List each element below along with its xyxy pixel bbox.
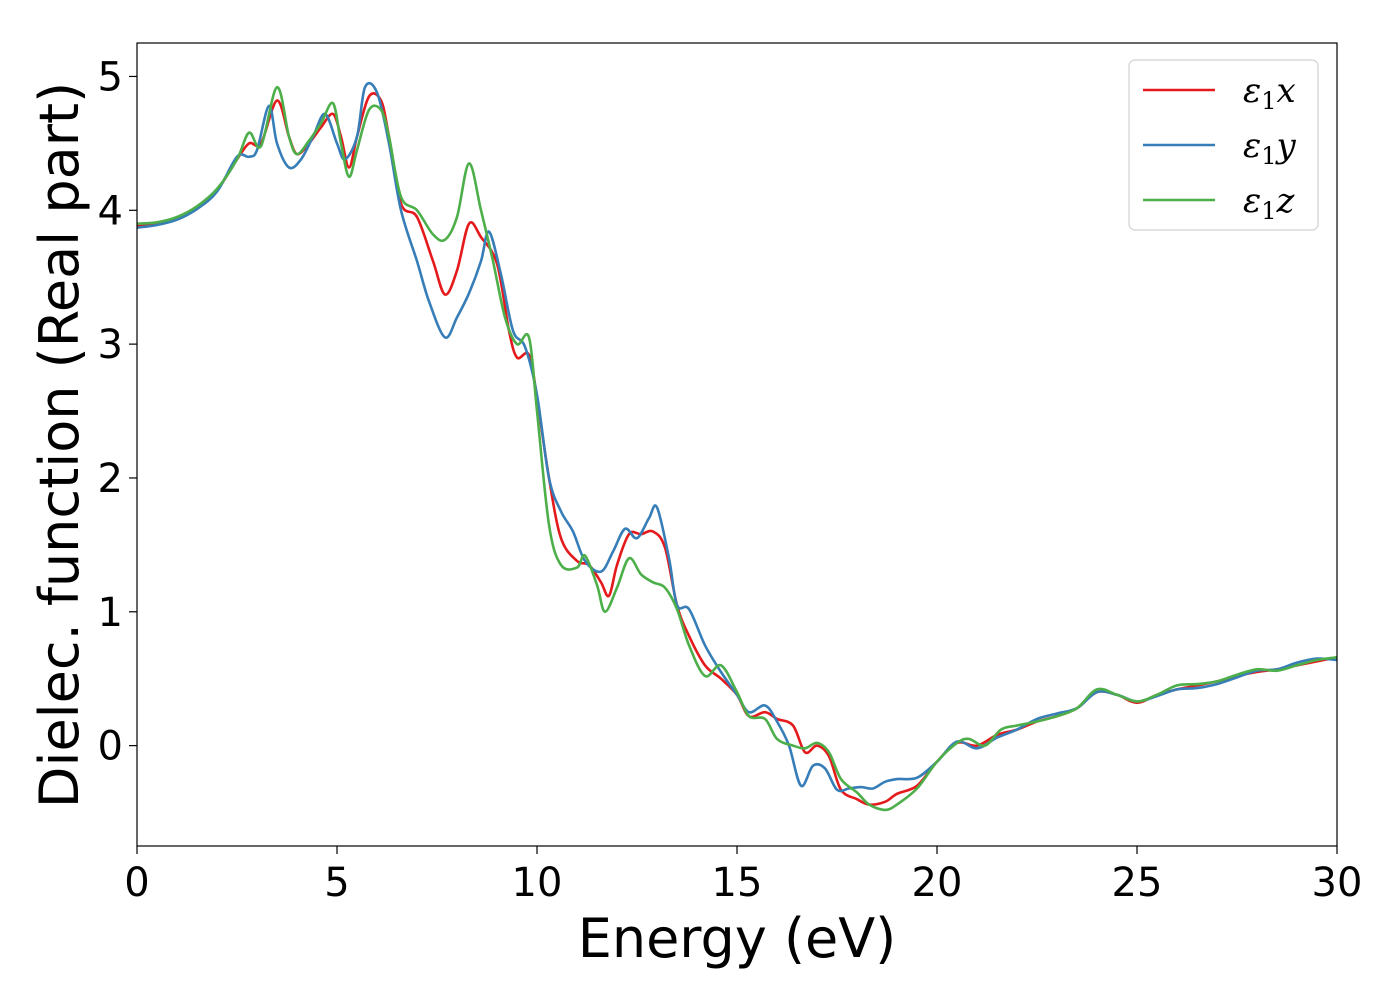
x-axis-label: Energy (eV): [578, 907, 897, 970]
x-axis: 0 5 10 15 20 25 30: [124, 846, 1362, 906]
legend-label-z: ε1z: [1243, 181, 1296, 225]
legend: ε1x ε1y ε1z: [1128, 59, 1319, 231]
y-axis-label: Dielec. function (Real part): [28, 82, 91, 808]
y-tick-label: 0: [98, 724, 123, 770]
x-tick-label: 20: [912, 860, 963, 906]
series-layer: [137, 81, 1337, 812]
y-tick-label: 1: [98, 590, 123, 636]
y-tick-label: 4: [98, 188, 123, 234]
x-tick-label: 30: [1312, 860, 1363, 906]
legend-label-y: ε1y: [1243, 126, 1297, 170]
y-tick-label: 5: [98, 54, 123, 100]
x-tick-label: 0: [124, 860, 149, 906]
y-tick-label: 2: [98, 456, 123, 502]
series-line-z: [137, 85, 1337, 812]
series-line-y: [137, 81, 1337, 793]
x-tick-label: 5: [324, 860, 349, 906]
x-tick-label: 25: [1112, 860, 1163, 906]
x-tick-label: 10: [512, 860, 563, 906]
y-tick-label: 3: [98, 322, 123, 368]
legend-label-x: ε1x: [1243, 71, 1296, 115]
y-axis: 0 1 2 3 4 5: [98, 54, 137, 770]
legend-box: [1128, 59, 1319, 231]
x-tick-label: 15: [712, 860, 763, 906]
